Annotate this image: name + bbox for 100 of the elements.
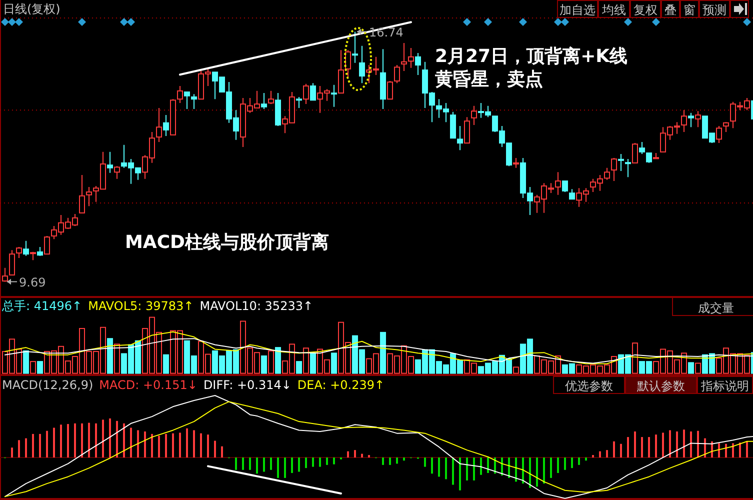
bar	[564, 458, 566, 470]
bar	[60, 424, 62, 458]
text: 均线	[601, 3, 626, 17]
bar	[200, 433, 202, 458]
bar	[261, 355, 267, 374]
bar	[424, 458, 426, 467]
bar	[296, 361, 302, 374]
bar	[151, 434, 153, 458]
bar	[256, 458, 258, 474]
bar	[39, 434, 41, 458]
bar	[319, 458, 321, 467]
bar	[172, 433, 174, 458]
bar	[669, 430, 671, 458]
bar	[382, 458, 384, 465]
bar	[445, 458, 447, 480]
bar	[606, 450, 608, 458]
bar	[186, 428, 188, 458]
text: 加自选	[560, 3, 596, 17]
bar	[354, 450, 356, 458]
bar	[221, 446, 223, 458]
bar	[683, 430, 685, 458]
bar	[396, 458, 398, 464]
bar	[11, 448, 13, 458]
text: DIFF: +0.314↓	[203, 378, 292, 392]
bar	[81, 423, 83, 458]
bar	[662, 432, 664, 458]
bar	[438, 458, 440, 477]
annotation: MACD柱线与股价顶背离	[125, 232, 329, 253]
bar	[193, 430, 195, 458]
bar	[114, 344, 120, 374]
bar	[268, 350, 274, 374]
bar	[599, 451, 601, 458]
text: 预测	[702, 3, 726, 17]
bar	[487, 458, 489, 473]
bar	[214, 440, 216, 458]
bar	[284, 458, 286, 478]
bar	[627, 437, 629, 458]
bar	[732, 443, 734, 458]
bar	[270, 458, 272, 470]
bar	[326, 458, 328, 465]
bar	[641, 437, 643, 458]
bar	[30, 361, 36, 374]
text: 指标说明	[700, 379, 749, 393]
bar	[333, 458, 335, 464]
bar	[690, 431, 692, 458]
bar	[102, 420, 104, 458]
bar	[242, 458, 244, 470]
bar	[107, 338, 113, 374]
bar	[515, 458, 517, 482]
text: MAVOL5: 39783↑	[88, 299, 194, 313]
bar	[431, 458, 433, 474]
bar	[179, 432, 181, 458]
bar	[550, 458, 552, 478]
bar	[74, 423, 76, 458]
text: MACD: +0.151↓	[99, 378, 198, 392]
annotation: 2月27日，顶背离+K线	[435, 46, 628, 67]
bar	[158, 436, 160, 458]
bar	[536, 458, 538, 487]
text: 总手: 41496↑	[1, 299, 82, 313]
bar	[263, 458, 265, 472]
bar	[466, 458, 468, 480]
bar	[275, 347, 281, 374]
bar	[389, 458, 391, 465]
bar	[613, 441, 615, 458]
bar	[739, 442, 741, 458]
text: 复权	[634, 3, 658, 17]
bar	[116, 420, 118, 458]
bar	[513, 366, 519, 374]
bar	[109, 418, 111, 458]
bar	[571, 458, 573, 468]
bar	[746, 441, 748, 458]
text: 优选参数	[565, 379, 613, 393]
bar	[163, 354, 169, 374]
bar	[88, 422, 90, 458]
bar	[23, 350, 29, 374]
bar	[459, 458, 461, 490]
bar	[137, 430, 139, 458]
bar	[676, 431, 678, 458]
bar	[557, 458, 559, 473]
bar	[46, 430, 48, 458]
bar	[361, 454, 363, 458]
bar	[403, 458, 405, 461]
text: MAVOL10: 35233↑	[200, 299, 314, 313]
annotation: 黄昏星，卖点	[434, 69, 543, 90]
text: DEA: +0.239↑	[297, 378, 385, 392]
bar	[331, 352, 337, 374]
bar	[53, 428, 55, 458]
bar	[277, 458, 279, 478]
annotation: 16.74	[369, 26, 404, 40]
bar	[298, 458, 300, 472]
bar	[95, 423, 97, 458]
bar	[144, 431, 146, 458]
bar	[67, 424, 69, 458]
bar	[473, 458, 475, 480]
text: 默认参数	[636, 379, 685, 393]
bar	[235, 458, 237, 470]
bar	[529, 458, 531, 488]
bar	[130, 428, 132, 458]
bar	[718, 443, 720, 458]
bar	[249, 458, 251, 470]
